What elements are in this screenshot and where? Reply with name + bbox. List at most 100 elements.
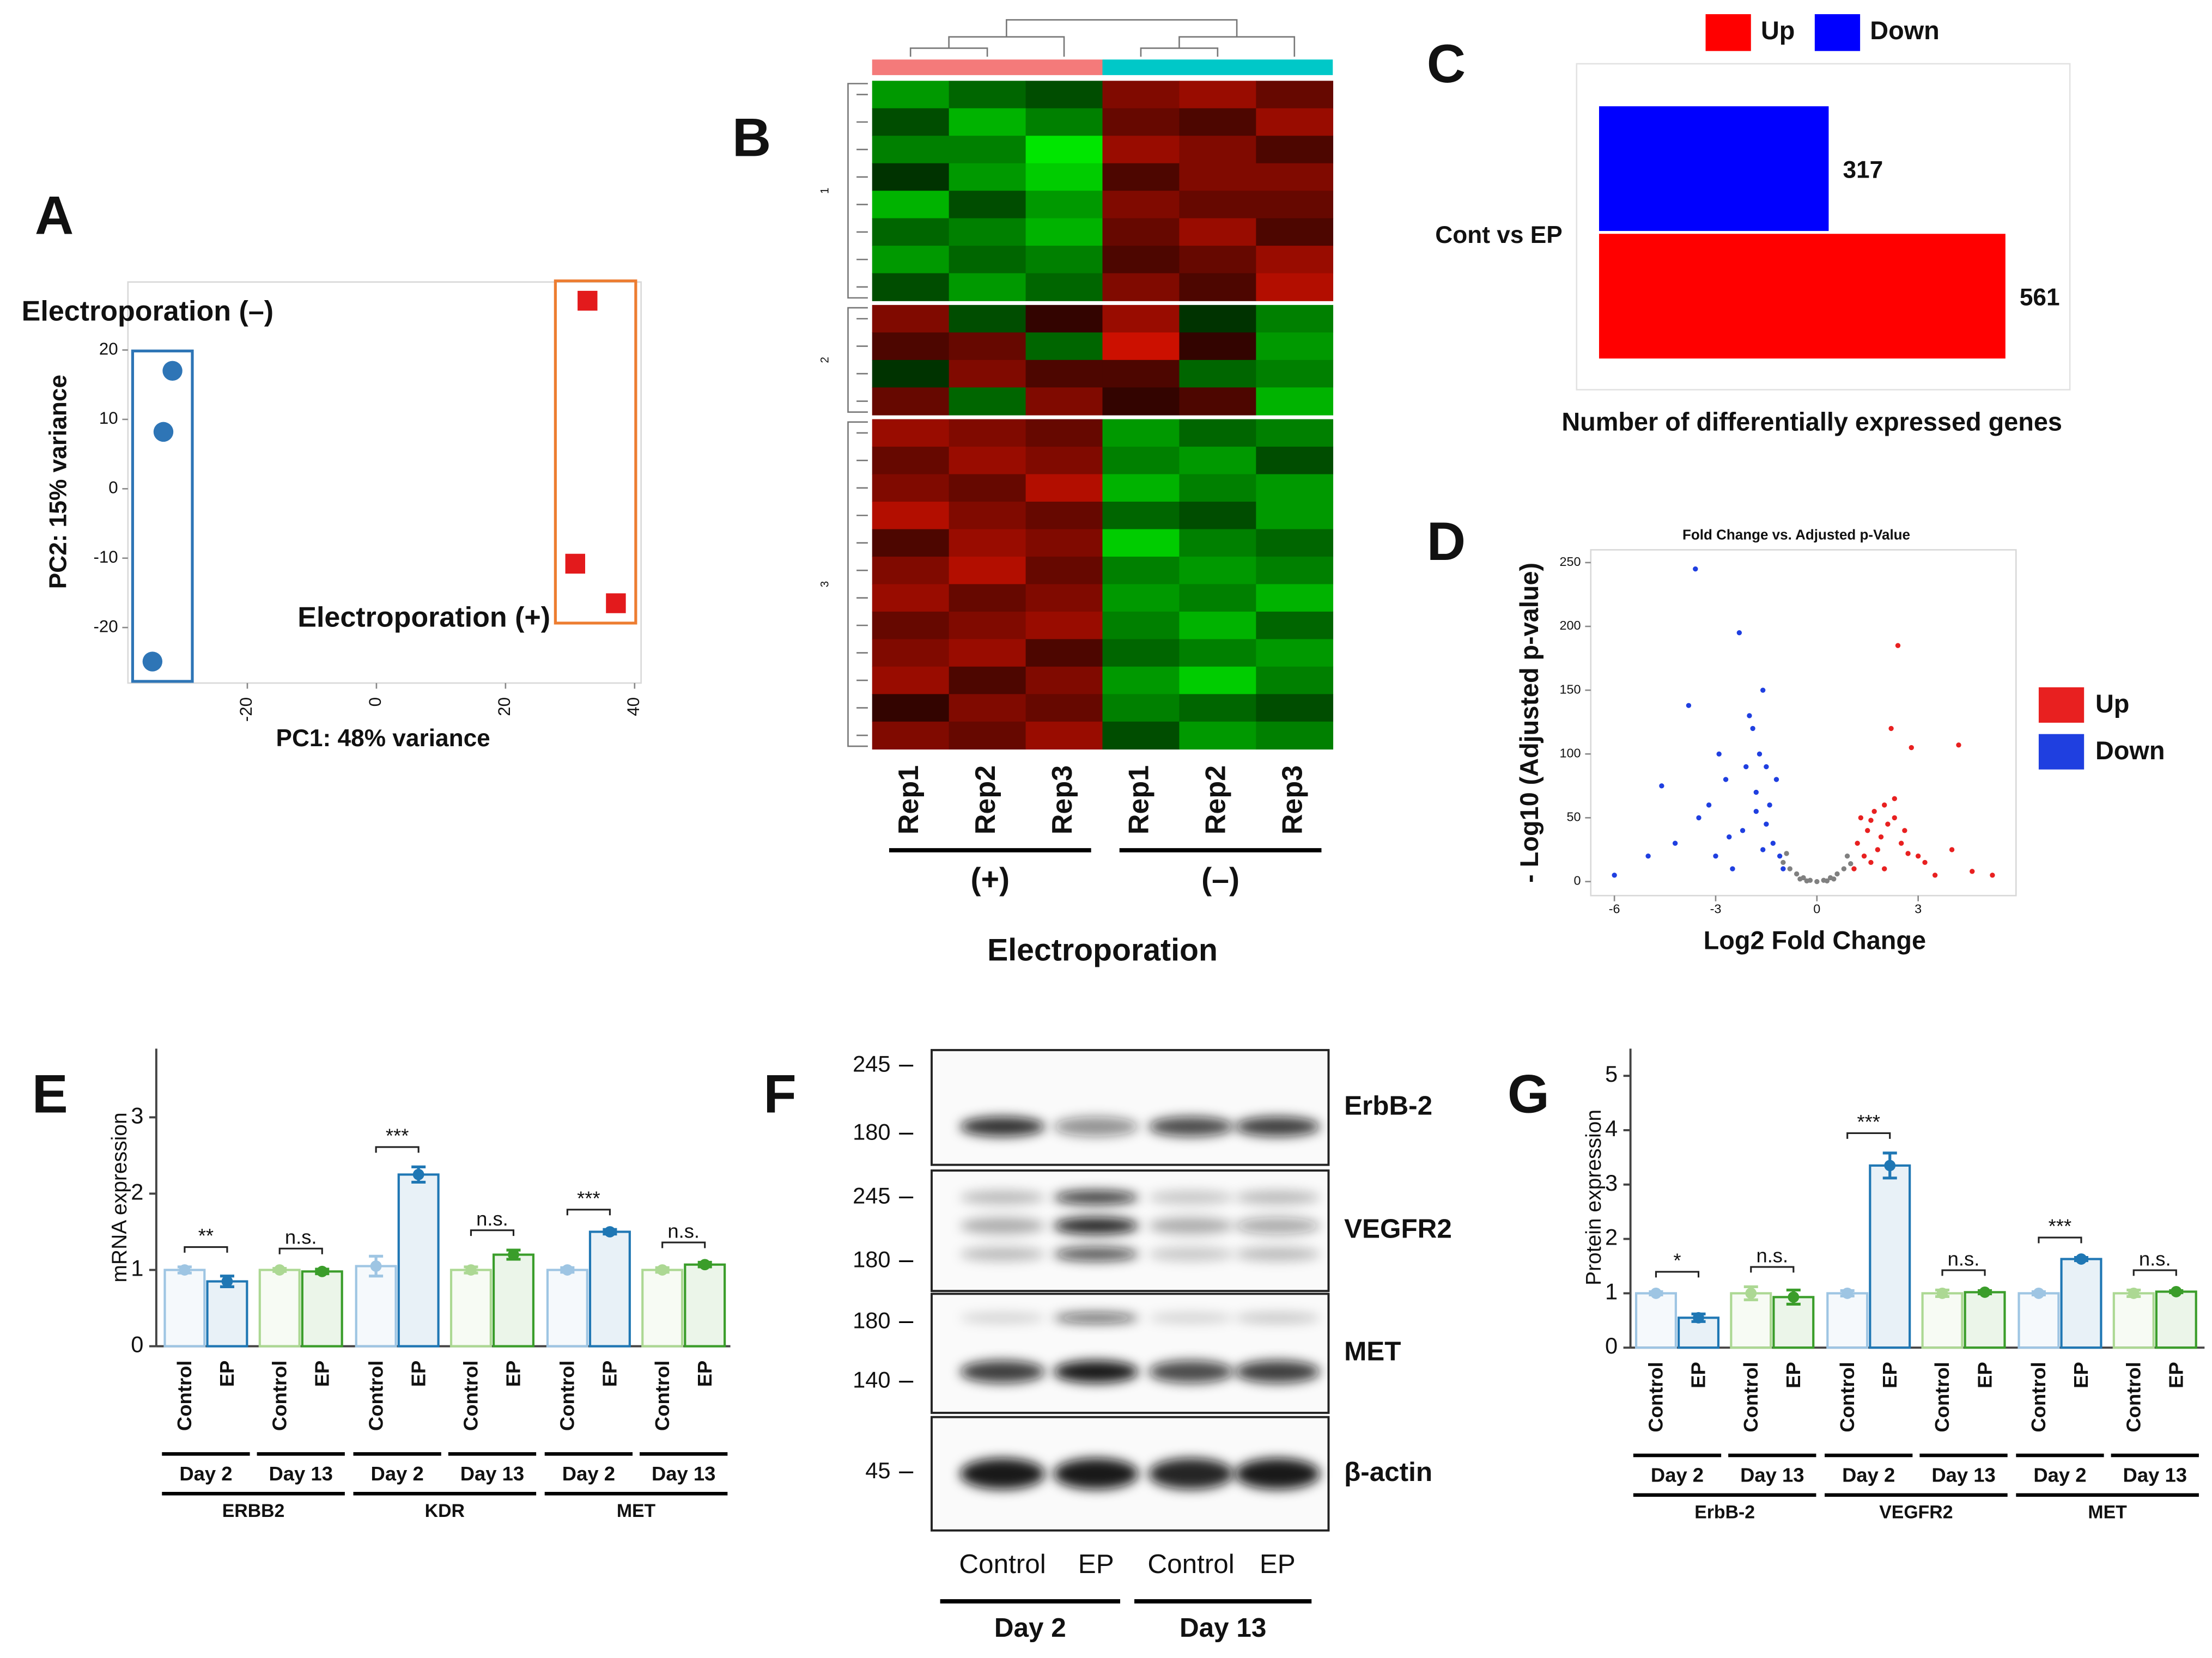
point xyxy=(1990,873,1995,878)
heat-cell xyxy=(1025,163,1103,191)
point xyxy=(1970,869,1975,874)
heat-cell xyxy=(1025,721,1103,750)
heat-cell xyxy=(949,666,1026,695)
point xyxy=(1757,751,1763,757)
mean-dot xyxy=(2128,1288,2140,1299)
panel-label: B xyxy=(732,107,771,167)
heat-cell xyxy=(1025,246,1103,274)
heat-cell xyxy=(872,721,950,750)
heat-cell xyxy=(872,387,950,416)
y-tick-label: -10 xyxy=(93,547,118,566)
point xyxy=(1672,840,1678,846)
legend-swatch xyxy=(2038,687,2085,723)
day-label: Day 2 xyxy=(1842,1464,1895,1486)
blot-band xyxy=(960,1360,1046,1383)
blot-band xyxy=(1053,1117,1139,1137)
day-label: Day 2 xyxy=(371,1462,424,1485)
heat-cell xyxy=(1256,136,1334,164)
heat-cell xyxy=(1179,447,1257,475)
point xyxy=(1794,871,1800,877)
y-tick-label: 100 xyxy=(1560,746,1581,760)
heat-cell xyxy=(1256,611,1334,640)
heat-cell xyxy=(1256,304,1334,333)
point xyxy=(1892,796,1897,801)
blot-band xyxy=(1053,1190,1139,1205)
heat-cell xyxy=(1256,694,1334,722)
heat-cell xyxy=(1025,694,1103,722)
cluster-label: 2 xyxy=(818,357,831,363)
blot-band xyxy=(1053,1458,1139,1490)
plot-frame xyxy=(1590,549,2017,897)
point xyxy=(1770,840,1776,846)
y-tick-label: 3 xyxy=(131,1102,143,1128)
significance-label: *** xyxy=(577,1187,600,1209)
heat-cell xyxy=(1256,387,1334,416)
x-tick-label: 20 xyxy=(495,697,514,716)
legend-swatch xyxy=(1814,14,1861,51)
legend-label: Down xyxy=(1870,16,1939,45)
y-tick-label: 3 xyxy=(1605,1170,1618,1196)
point xyxy=(1760,847,1766,852)
heat-cell xyxy=(1025,639,1103,667)
day-label: Day 2 xyxy=(1651,1464,1704,1486)
point xyxy=(1892,815,1897,821)
protein-label: VEGFR2 xyxy=(1344,1214,1452,1244)
y-axis-label: PC2: 15% variance xyxy=(45,375,72,589)
point xyxy=(1875,847,1881,852)
blot-band xyxy=(1053,1217,1139,1235)
x-tick-label: Control xyxy=(1740,1362,1762,1432)
heat-cell xyxy=(949,218,1026,246)
heat-cell xyxy=(1025,666,1103,695)
point xyxy=(1898,840,1904,846)
x-tick-label: EP xyxy=(502,1361,525,1387)
heat-cell xyxy=(1025,502,1103,530)
lane-label: EP xyxy=(1260,1549,1296,1579)
bar xyxy=(397,1173,440,1348)
heat-cell xyxy=(1179,218,1257,246)
point xyxy=(1784,851,1789,856)
blot-band xyxy=(1053,1360,1139,1383)
bar xyxy=(1964,1291,2006,1349)
x-tick-label: EP xyxy=(1973,1362,1996,1388)
heat-cell xyxy=(1256,191,1334,219)
bar xyxy=(1599,234,2006,359)
heat-cell xyxy=(949,721,1026,750)
x-tick-label: Control xyxy=(2027,1362,2050,1432)
point xyxy=(1753,808,1759,814)
heat-cell xyxy=(872,474,950,502)
mean-dot xyxy=(508,1249,519,1260)
point xyxy=(1750,726,1755,732)
x-tick-label: Rep3 xyxy=(1277,765,1309,834)
mean-dot xyxy=(2170,1286,2182,1297)
y-tick-label: 10 xyxy=(99,409,118,428)
heat-cell xyxy=(1179,81,1257,109)
mean-dot xyxy=(1650,1288,1662,1299)
point xyxy=(578,290,598,311)
lane-label: Control xyxy=(1147,1549,1234,1579)
heat-cell xyxy=(1025,359,1103,388)
x-tick-label: Control xyxy=(364,1361,387,1431)
point xyxy=(1716,751,1722,757)
heat-cell xyxy=(949,163,1026,191)
marker-label: 180 xyxy=(853,1119,890,1144)
dendrogram xyxy=(1006,19,1238,37)
point xyxy=(1861,853,1867,859)
legend-label: Down xyxy=(2095,736,2165,765)
heat-cell xyxy=(872,556,950,585)
heat-cell xyxy=(1025,81,1103,109)
x-tick-label: Control xyxy=(460,1361,482,1431)
point xyxy=(1824,878,1830,884)
heat-cell xyxy=(872,639,950,667)
heat-cell xyxy=(949,584,1026,612)
heat-cell xyxy=(1179,332,1257,361)
significance-label: ** xyxy=(198,1224,214,1247)
heat-cell xyxy=(1102,273,1180,301)
heat-cell xyxy=(1025,108,1103,137)
mean-dot xyxy=(370,1260,382,1272)
gene-label: MET xyxy=(2088,1502,2127,1523)
heat-cell xyxy=(1179,721,1257,750)
y-tick-label: 150 xyxy=(1560,682,1581,696)
heat-cell xyxy=(949,611,1026,640)
heat-cell xyxy=(1025,611,1103,640)
